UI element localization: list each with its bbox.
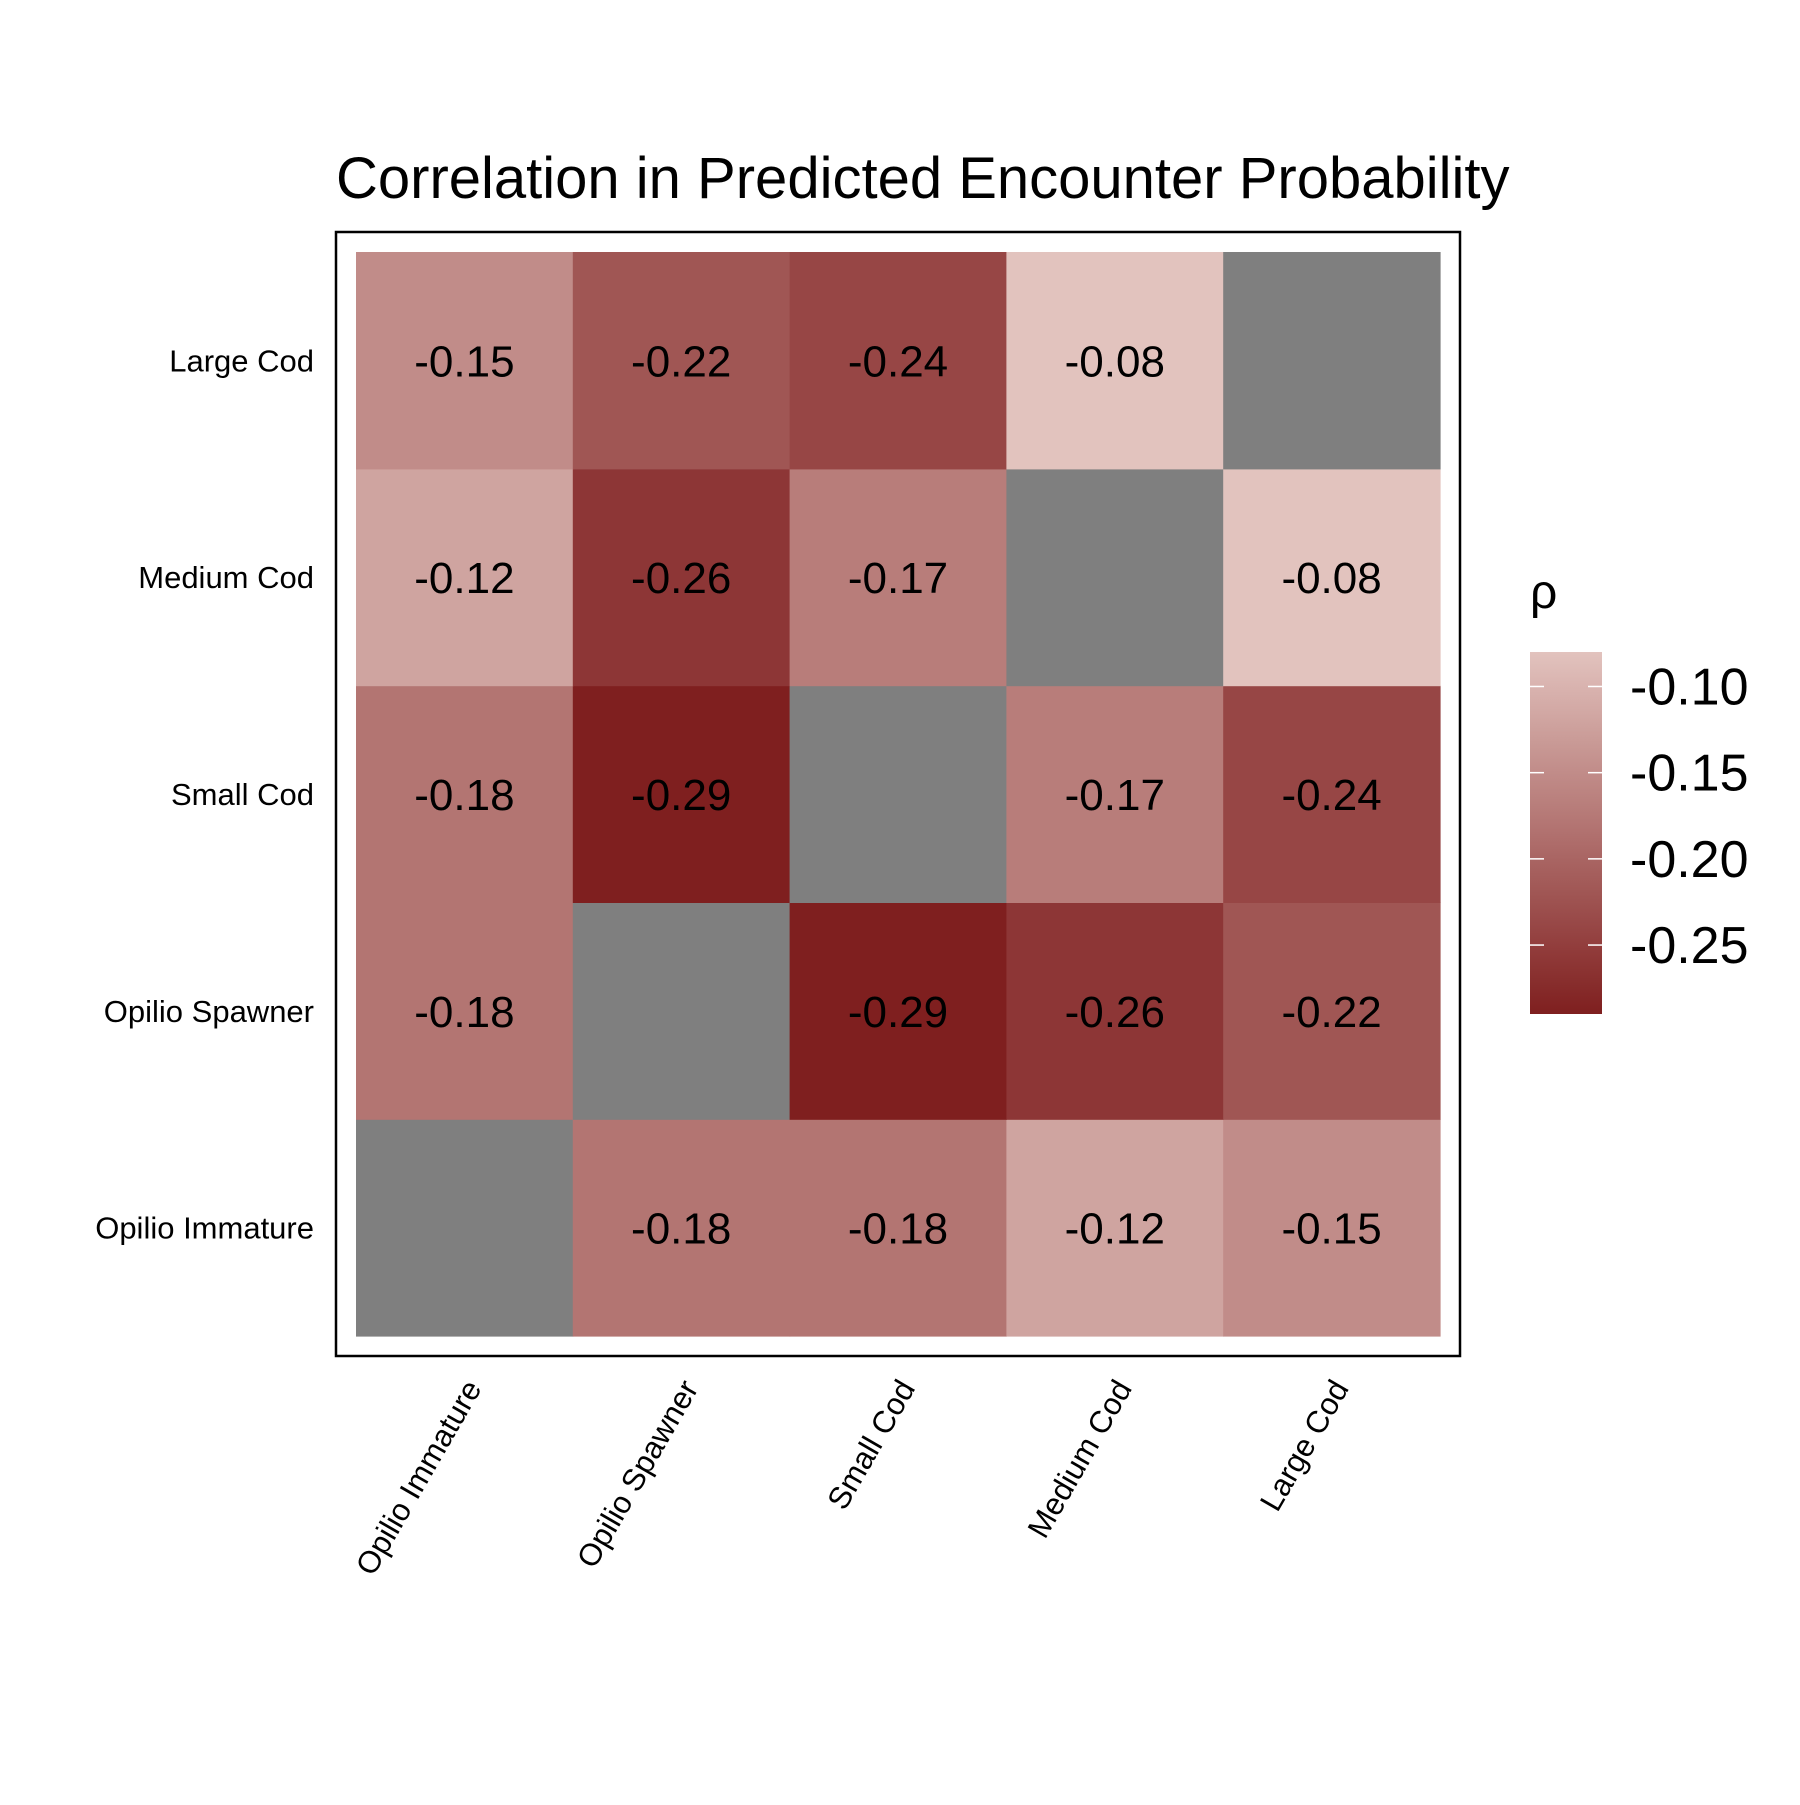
y-tick-label: Medium Cod xyxy=(138,560,314,595)
heatmap-cell xyxy=(356,252,574,470)
y-tick-label: Opilio Spawner xyxy=(104,994,314,1029)
legend-tick-label: -0.10 xyxy=(1630,658,1749,716)
legend-ticks: -0.10 -0.15 -0.20 -0.25 xyxy=(1530,658,1749,975)
legend: ρ -0.10 -0.15 -0.20 -0.25 xyxy=(1530,566,1749,1014)
heatmap-cell xyxy=(789,685,1007,903)
cell-value-label: -0.22 xyxy=(631,337,731,386)
y-tick-label: Opilio Immature xyxy=(95,1211,314,1246)
heatmap-cell xyxy=(1223,1119,1441,1337)
legend-tick-label: -0.25 xyxy=(1630,917,1749,975)
cell-value-label: -0.26 xyxy=(1065,988,1165,1037)
cell-value-label: -0.26 xyxy=(631,554,731,603)
heatmap-cell xyxy=(1006,1119,1224,1337)
heatmap-cell xyxy=(1006,902,1224,1120)
heatmap-cell xyxy=(572,685,791,903)
cell-value-label: -0.17 xyxy=(1065,771,1165,820)
heatmap-cell xyxy=(1223,468,1441,687)
heatmap-cell xyxy=(572,468,791,687)
legend-tick-label: -0.20 xyxy=(1630,831,1749,889)
heatmap-cell-labels: -0.18 -0.18 -0.12 -0.15 -0.18 -0.29 -0.26 -0.22… xyxy=(414,337,1381,1253)
cell-value-label: -0.18 xyxy=(631,1205,731,1254)
cell-value-label: -0.18 xyxy=(414,988,514,1037)
heatmap-cell xyxy=(356,468,574,687)
legend-title: ρ xyxy=(1530,566,1557,619)
heatmap-cells xyxy=(356,252,1441,1337)
legend-colorbar xyxy=(1530,652,1602,1014)
heatmap-cell xyxy=(1223,252,1441,470)
cell-value-label: -0.24 xyxy=(848,337,948,386)
heatmap-cell xyxy=(572,252,791,470)
panel-border xyxy=(334,230,1462,1358)
heatmap-cell xyxy=(789,252,1007,470)
heatmap-cell xyxy=(1006,685,1224,903)
y-tick-label: Large Cod xyxy=(169,343,314,378)
heatmap-cell xyxy=(356,1119,574,1337)
heatmap-cell xyxy=(356,685,574,903)
heatmap-cell xyxy=(1223,902,1441,1120)
cell-value-label: -0.08 xyxy=(1281,554,1381,603)
heatmap-cell xyxy=(789,468,1007,687)
heatmap-cell xyxy=(572,902,791,1120)
cell-value-label: -0.18 xyxy=(414,771,514,820)
cell-value-label: -0.15 xyxy=(414,337,514,386)
cell-value-label: -0.08 xyxy=(1065,337,1165,386)
chart-title: Correlation in Predicted Encounter Proba… xyxy=(336,146,1510,211)
cell-value-label: -0.22 xyxy=(1281,988,1381,1037)
heatmap-cell xyxy=(572,1119,791,1337)
heatmap-cell xyxy=(1006,468,1224,687)
heatmap-cell xyxy=(789,1119,1007,1337)
cell-value-label: -0.24 xyxy=(1281,771,1381,820)
heatmap-cell xyxy=(356,902,574,1120)
cell-value-label: -0.29 xyxy=(848,988,948,1037)
cell-value-label: -0.18 xyxy=(848,1205,948,1254)
heatmap-cell xyxy=(1006,252,1224,470)
heatmap-cell xyxy=(789,902,1007,1120)
y-tick-label: Small Cod xyxy=(171,777,314,812)
y-axis: Opilio Immature Opilio Spawner Small Cod Me… xyxy=(95,343,314,1245)
cell-value-label: -0.15 xyxy=(1281,1205,1381,1254)
cell-value-label: -0.12 xyxy=(1065,1205,1165,1254)
cell-value-label: -0.17 xyxy=(848,554,948,603)
heatmap-cell xyxy=(1223,685,1441,903)
cell-value-label: -0.12 xyxy=(414,554,514,603)
cell-value-label: -0.29 xyxy=(631,771,731,820)
legend-tick-label: -0.15 xyxy=(1630,745,1749,803)
